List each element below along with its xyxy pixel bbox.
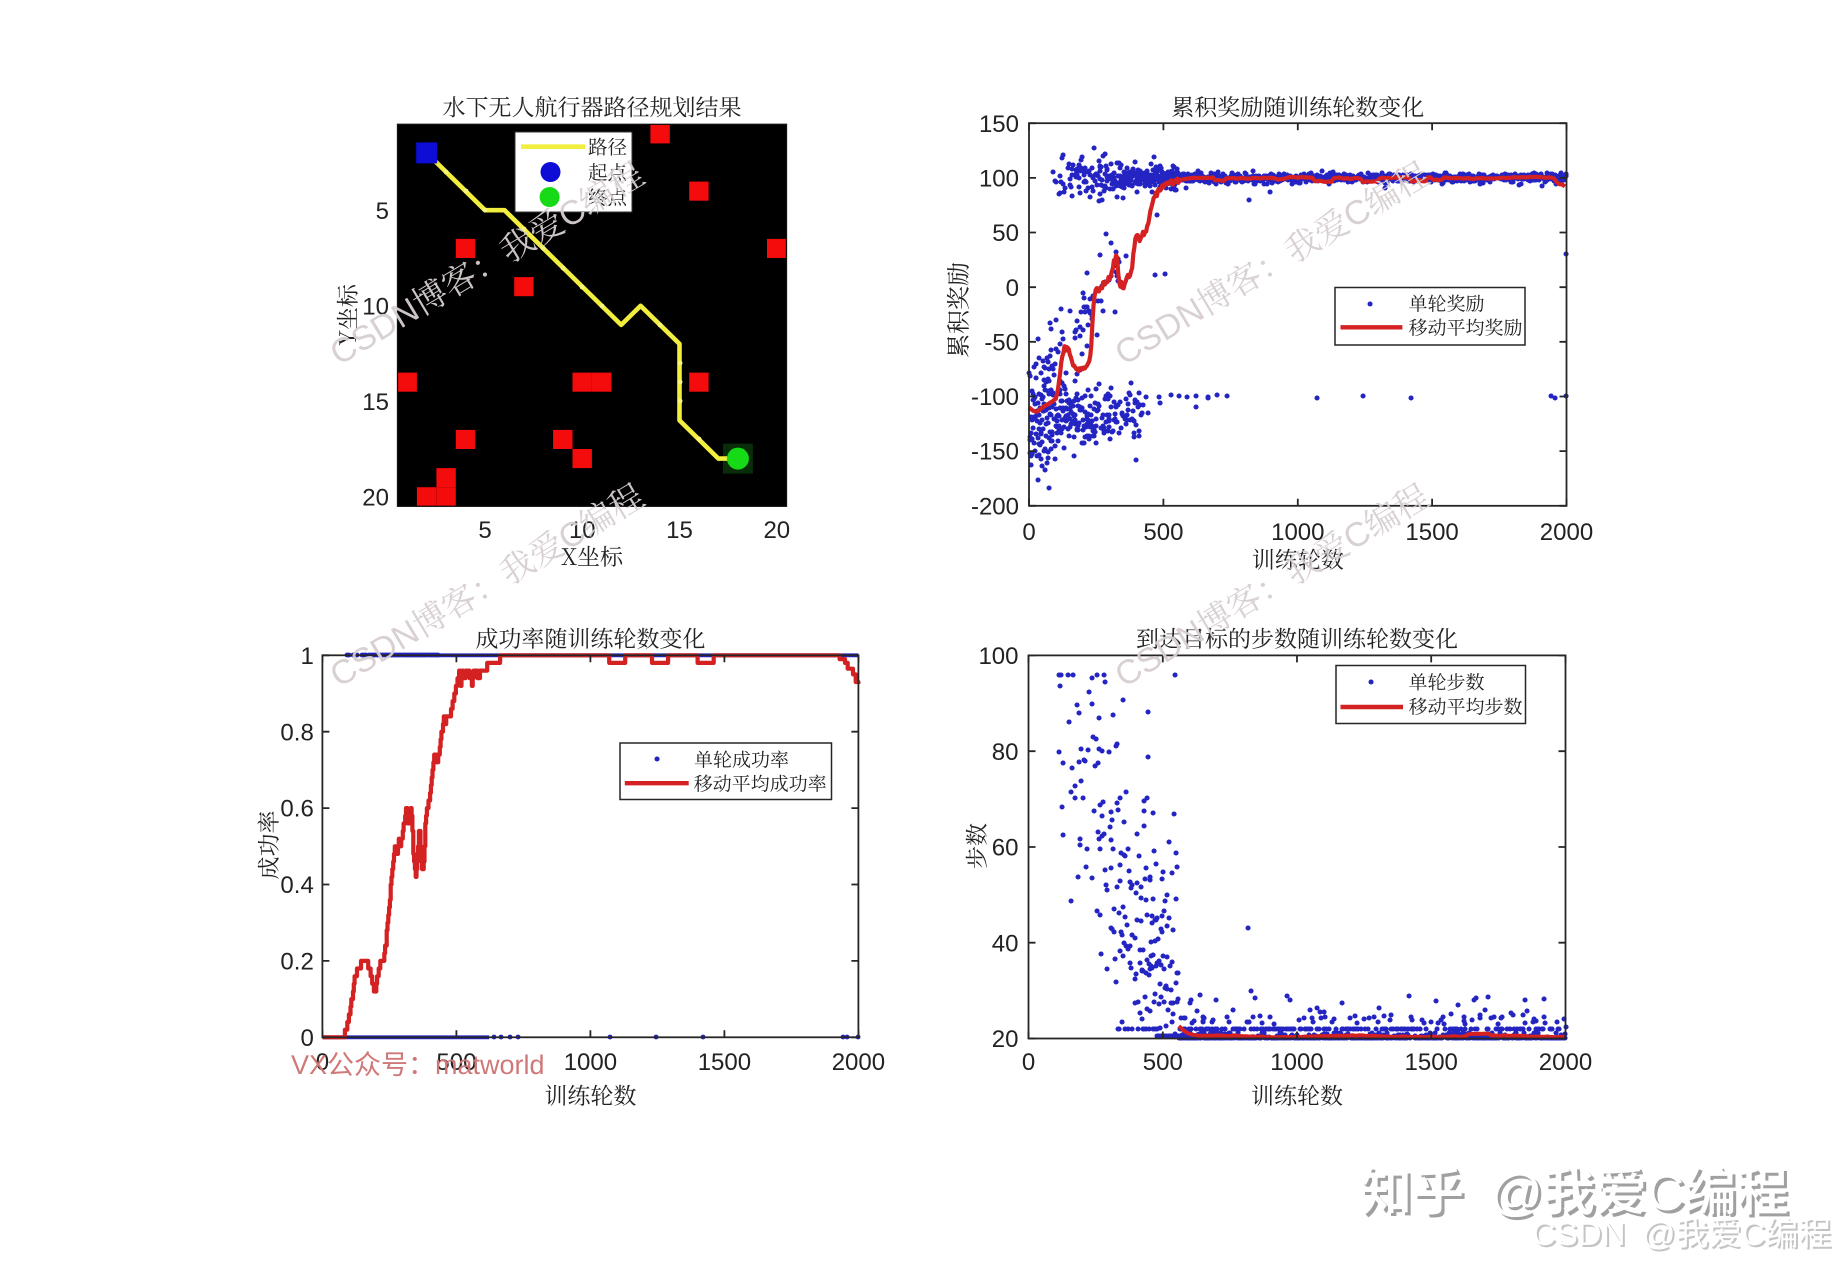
svg-text:1500: 1500 [1405, 519, 1458, 546]
svg-text:15: 15 [666, 517, 693, 544]
svg-text:20: 20 [992, 1026, 1019, 1053]
svg-text:0.8: 0.8 [280, 719, 313, 746]
svg-text:5: 5 [478, 517, 491, 544]
svg-text:1000: 1000 [1270, 1049, 1323, 1076]
svg-text:0: 0 [1022, 519, 1035, 546]
svg-text:20: 20 [763, 517, 790, 544]
svg-text:0: 0 [300, 1025, 313, 1052]
svg-text:-200: -200 [971, 493, 1019, 520]
svg-text:1500: 1500 [1405, 1049, 1458, 1076]
svg-text:1: 1 [300, 643, 313, 670]
svg-text:2000: 2000 [1540, 519, 1593, 546]
svg-text:0: 0 [1006, 275, 1019, 302]
svg-text:500: 500 [1143, 1049, 1183, 1076]
svg-text:150: 150 [979, 111, 1019, 138]
svg-text:5: 5 [376, 198, 389, 225]
svg-text:0: 0 [316, 1049, 329, 1076]
svg-text:500: 500 [1143, 519, 1183, 546]
svg-text:100: 100 [979, 166, 1019, 193]
svg-text:0.6: 0.6 [280, 796, 313, 823]
svg-text:40: 40 [992, 930, 1019, 957]
svg-text:2000: 2000 [832, 1049, 885, 1076]
svg-text:20: 20 [362, 484, 389, 511]
svg-text:2000: 2000 [1539, 1049, 1592, 1076]
svg-text:-100: -100 [971, 384, 1019, 411]
svg-text:-150: -150 [971, 439, 1019, 466]
svg-text:0: 0 [1022, 1049, 1035, 1076]
svg-text:-50: -50 [984, 329, 1019, 356]
svg-text:1000: 1000 [564, 1049, 617, 1076]
svg-text:50: 50 [992, 220, 1019, 247]
svg-text:0.2: 0.2 [280, 949, 313, 976]
svg-text:80: 80 [992, 739, 1019, 766]
svg-text:0.4: 0.4 [280, 872, 313, 899]
svg-text:1000: 1000 [1271, 519, 1324, 546]
svg-text:1500: 1500 [698, 1049, 751, 1076]
svg-text:15: 15 [362, 389, 389, 416]
svg-text:60: 60 [992, 835, 1019, 862]
svg-text:100: 100 [978, 643, 1018, 670]
